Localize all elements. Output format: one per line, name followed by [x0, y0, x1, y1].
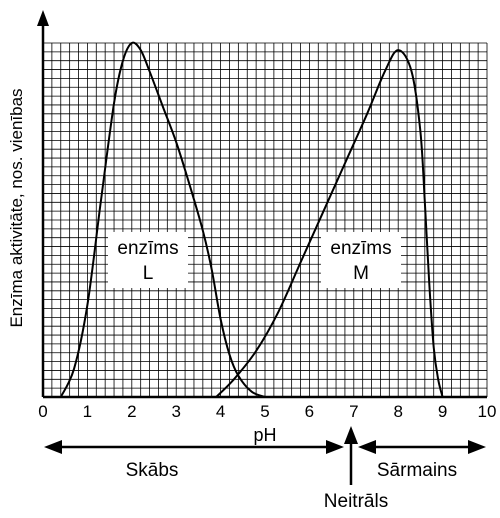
x-tick-label: 8 [393, 402, 402, 421]
x-tick-label: 10 [478, 402, 497, 421]
alkaline-arrow-right-head [468, 440, 486, 454]
x-tick-labels: 0 1 2 3 4 5 6 7 8 9 10 [38, 402, 496, 421]
acidic-label: Skābs [126, 460, 179, 481]
y-axis-label: Enzīma aktivitāte, nos. vienības [7, 88, 26, 327]
acidic-arrow-right-head [326, 440, 344, 454]
series-label-M-line1: enzīms [330, 238, 391, 259]
series-label-L-line2: L [143, 263, 154, 284]
series-line-L [59, 41, 266, 398]
series-label-M-line2: M [353, 263, 369, 284]
acidic-arrow-left-head [44, 440, 62, 454]
x-tick-label: 3 [171, 402, 180, 421]
alkaline-arrow-left-head [358, 440, 376, 454]
x-tick-label: 4 [216, 402, 225, 421]
neutral-label: Neitrāls [324, 491, 388, 512]
series-label-bg-L [108, 232, 188, 288]
x-axis-label: pH [253, 425, 276, 445]
series-label-L-line1: enzīms [117, 238, 178, 259]
series-label-bg-M [321, 232, 401, 288]
series-line-M [215, 49, 444, 398]
neutral-arrow-head [344, 426, 358, 444]
alkaline-label: Sārmains [377, 460, 457, 481]
x-tick-label: 7 [349, 402, 358, 421]
y-axis-arrowhead [37, 10, 49, 26]
x-tick-label: 6 [305, 402, 314, 421]
curves [59, 41, 444, 398]
x-tick-label: 5 [260, 402, 269, 421]
x-tick-label: 1 [83, 402, 92, 421]
grid [42, 42, 488, 398]
x-tick-label: 0 [38, 402, 47, 421]
x-tick-label: 9 [438, 402, 447, 421]
x-tick-label: 2 [127, 402, 136, 421]
